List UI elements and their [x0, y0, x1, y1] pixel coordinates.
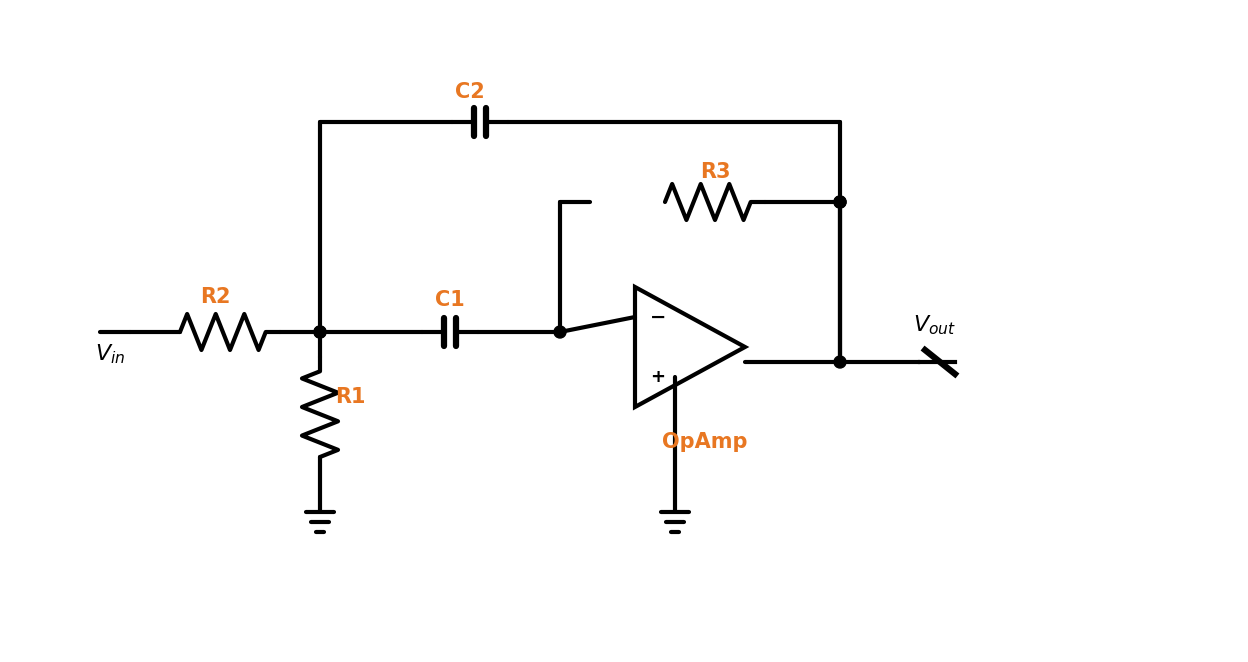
Text: −: − — [650, 308, 666, 326]
Circle shape — [834, 196, 846, 208]
Circle shape — [834, 196, 846, 208]
Text: $V_{out}$: $V_{out}$ — [914, 313, 956, 337]
Text: C2: C2 — [456, 82, 485, 102]
Circle shape — [834, 356, 846, 368]
Text: $V_{in}$: $V_{in}$ — [95, 342, 125, 365]
Circle shape — [314, 326, 326, 338]
Circle shape — [314, 326, 326, 338]
Circle shape — [554, 326, 567, 338]
Text: C1: C1 — [436, 290, 464, 310]
Text: +: + — [650, 368, 665, 386]
Text: R3: R3 — [700, 162, 730, 182]
Text: OpAmp: OpAmp — [663, 432, 748, 452]
Text: R1: R1 — [334, 387, 366, 407]
Text: R2: R2 — [200, 287, 231, 307]
